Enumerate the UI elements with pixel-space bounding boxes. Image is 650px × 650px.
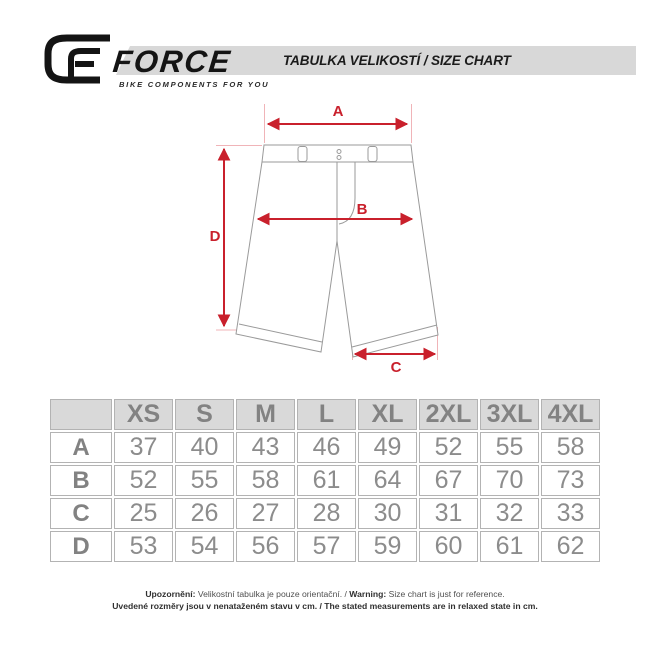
- column-header-xl: XL: [358, 399, 417, 430]
- size-cell: 32: [480, 498, 539, 529]
- column-header-s: S: [175, 399, 234, 430]
- table-row-d: D 53 54 56 57 59 60 61 62: [50, 531, 600, 562]
- size-cell: 46: [297, 432, 356, 463]
- size-table: XS S M L XL 2XL 3XL 4XL A 37 40 43 46 49 52 55 58 B 52 55 5…: [48, 397, 602, 564]
- size-cell: 70: [480, 465, 539, 496]
- row-label-b: B: [50, 465, 112, 496]
- footer-text-segment: Upozornění:: [145, 589, 196, 599]
- column-header-l: L: [297, 399, 356, 430]
- size-cell: 25: [114, 498, 173, 529]
- size-table-body: A 37 40 43 46 49 52 55 58 B 52 55 58 61 64 67 70 73 C 25 26 2…: [50, 432, 600, 562]
- size-cell: 59: [358, 531, 417, 562]
- dimension-arrows: [217, 117, 437, 361]
- footer-text-segment: Size chart is just for reference.: [386, 589, 505, 599]
- size-cell: 26: [175, 498, 234, 529]
- title-banner: [116, 46, 636, 75]
- size-cell: 49: [358, 432, 417, 463]
- size-cell: 55: [480, 432, 539, 463]
- shorts-diagram: A B C D: [210, 103, 439, 376]
- extension-lines: [216, 104, 438, 360]
- size-cell: 52: [114, 465, 173, 496]
- table-row-c: C 25 26 27 28 30 31 32 33: [50, 498, 600, 529]
- column-header-4xl: 4XL: [541, 399, 600, 430]
- size-cell: 54: [175, 531, 234, 562]
- size-cell: 31: [419, 498, 478, 529]
- footer-note: Upozornění: Velikostní tabulka je pouze …: [0, 588, 650, 612]
- size-cell: 37: [114, 432, 173, 463]
- column-header-3xl: 3XL: [480, 399, 539, 430]
- size-cell: 64: [358, 465, 417, 496]
- size-cell: 55: [175, 465, 234, 496]
- row-label-a: A: [50, 432, 112, 463]
- footer-text-segment: Velikostní tabulka je pouze orientační. …: [195, 589, 350, 599]
- size-cell: 30: [358, 498, 417, 529]
- column-header-xs: XS: [114, 399, 173, 430]
- footer-measurement-line: Uvedené rozměry jsou v nenataženém stavu…: [112, 601, 538, 611]
- column-header-2xl: 2XL: [419, 399, 478, 430]
- size-cell: 40: [175, 432, 234, 463]
- dim-label-a: A: [333, 103, 344, 120]
- size-cell: 57: [297, 531, 356, 562]
- size-cell: 67: [419, 465, 478, 496]
- column-header-m: M: [236, 399, 295, 430]
- page-title: TABULKA VELIKOSTÍ / SIZE CHART: [283, 53, 511, 68]
- table-row-a: A 37 40 43 46 49 52 55 58: [50, 432, 600, 463]
- dim-label-d: D: [210, 228, 221, 245]
- size-cell: 61: [297, 465, 356, 496]
- size-cell: 60: [419, 531, 478, 562]
- footer-text-segment: Warning:: [349, 589, 387, 599]
- size-cell: 56: [236, 531, 295, 562]
- size-cell: 52: [419, 432, 478, 463]
- footer-warning-line: Upozornění: Velikostní tabulka je pouze …: [0, 588, 650, 600]
- shorts-outline-icon: [235, 144, 439, 358]
- brand-wordmark: FORCE: [111, 44, 234, 79]
- force-emblem-icon: [44, 34, 110, 84]
- size-cell: 73: [541, 465, 600, 496]
- table-row-b: B 52 55 58 61 64 67 70 73: [50, 465, 600, 496]
- dim-label-b: B: [357, 201, 368, 218]
- size-cell: 58: [541, 432, 600, 463]
- dim-label-c: C: [391, 359, 402, 376]
- table-corner-cell: [50, 399, 112, 430]
- size-cell: 58: [236, 465, 295, 496]
- size-cell: 61: [480, 531, 539, 562]
- size-table-header: XS S M L XL 2XL 3XL 4XL: [50, 399, 600, 430]
- brand-tagline: BIKE COMPONENTS FOR YOU: [119, 80, 270, 89]
- row-label-c: C: [50, 498, 112, 529]
- size-cell: 62: [541, 531, 600, 562]
- size-cell: 43: [236, 432, 295, 463]
- size-cell: 28: [297, 498, 356, 529]
- row-label-d: D: [50, 531, 112, 562]
- size-cell: 53: [114, 531, 173, 562]
- size-cell: 27: [236, 498, 295, 529]
- size-cell: 33: [541, 498, 600, 529]
